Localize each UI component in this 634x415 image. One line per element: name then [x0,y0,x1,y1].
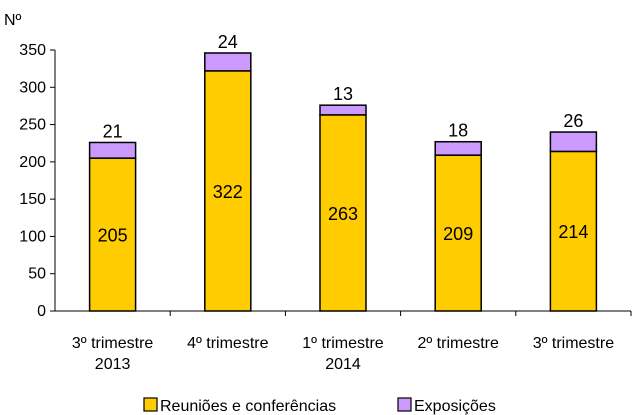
y-tick-label: 300 [19,79,46,96]
legend-swatch [397,397,412,412]
value-label-reunioes-conferencias: 205 [98,226,128,246]
value-label-reunioes-conferencias: 263 [328,204,358,224]
x-tick-label: 3º trimestre [533,335,615,352]
bar-exposicoes [434,140,482,156]
value-label-exposicoes: 26 [563,111,583,131]
value-label-exposicoes: 13 [333,84,353,104]
x-tick-label: 1º trimestre [302,335,384,352]
y-tick-label: 150 [19,191,46,208]
bar-exposicoes [319,104,367,116]
value-label-reunioes-conferencias: 322 [213,182,243,202]
bar-exposicoes [204,52,252,72]
legend: Reuniões e conferências Exposições [143,397,496,415]
legend-label: Reuniões e conferências [160,398,336,415]
x-tick-label: 2014 [325,356,361,373]
bar-reunioes-conferencias [319,114,367,312]
value-label-exposicoes: 21 [103,121,123,141]
x-tick-label: 2º trimestre [417,335,499,352]
y-tick-label: 250 [19,117,46,134]
value-label-reunioes-conferencias: 214 [558,222,588,242]
value-label-reunioes-conferencias: 209 [443,224,473,244]
bar-exposicoes [549,131,598,153]
y-tick-label: 50 [28,266,46,283]
x-tick-label: 4º trimestre [187,335,269,352]
bar-exposicoes [88,141,137,159]
bar-reunioes-conferencias [88,157,137,312]
value-label-exposicoes: 18 [448,121,468,141]
y-tick-label: 0 [37,303,46,320]
y-axis-label: Nº [4,12,22,29]
y-tick-label: 200 [19,154,46,171]
y-tick-label: 100 [19,228,46,245]
legend-label: Exposições [414,398,496,415]
y-tick-label: 350 [19,42,46,59]
value-label-exposicoes: 24 [218,32,238,52]
bar-reunioes-conferencias [549,150,598,312]
legend-swatch [143,397,158,412]
x-tick-label: 2013 [95,356,131,373]
x-tick-label: 3º trimestre [72,335,154,352]
